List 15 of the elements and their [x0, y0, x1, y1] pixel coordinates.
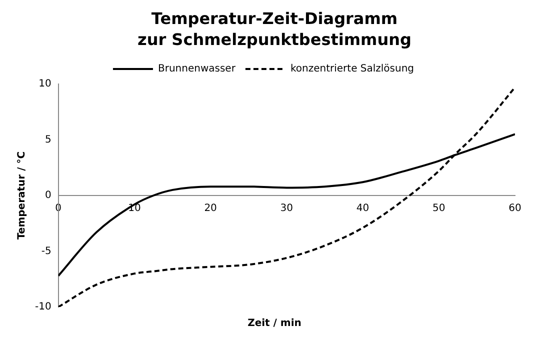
x-tick-label: 20 — [204, 203, 217, 214]
legend-label: konzentrierte Salzlösung — [290, 64, 414, 75]
x-tick-label: 60 — [508, 203, 522, 214]
y-tick-label: 5 — [44, 134, 52, 146]
x-tick-label: 50 — [432, 203, 446, 214]
y-tick-label: -10 — [34, 302, 52, 313]
y-tick-label: -5 — [41, 246, 52, 257]
x-axis-title: Zeit / min — [246, 318, 302, 329]
x-tick-label: 30 — [280, 203, 294, 214]
chart-title: Temperatur-Zeit-Diagramm zur Schmelzpunktbestimmung — [136, 8, 412, 50]
legend-label: Brunnenwasser — [158, 64, 236, 75]
x-tick-label: 40 — [356, 203, 370, 214]
y-tick-label: 0 — [44, 190, 52, 202]
y-axis-title: Temperatur / °C — [16, 151, 28, 240]
y-tick-label: 10 — [38, 78, 52, 90]
